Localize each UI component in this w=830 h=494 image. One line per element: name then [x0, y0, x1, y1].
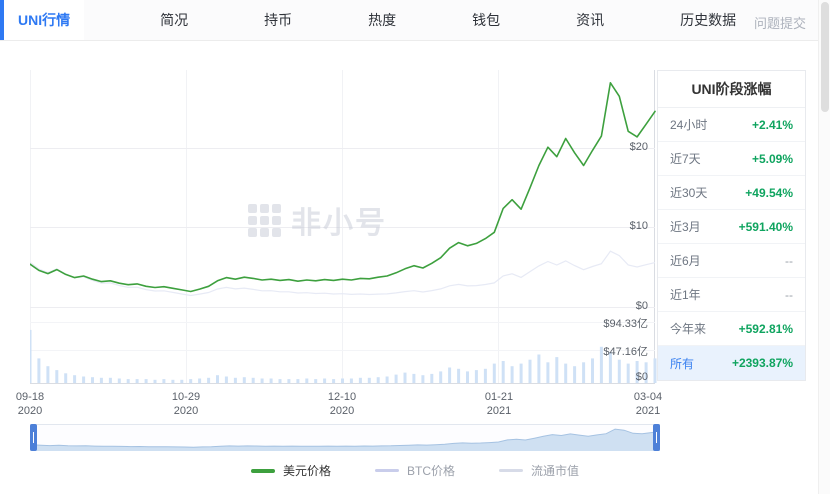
page-scrollbar[interactable] — [818, 0, 830, 494]
stage-row-ytd[interactable]: 今年来 +592.81% — [658, 312, 805, 346]
stage-label: 近7天 — [670, 152, 701, 166]
stage-row-all[interactable]: 所有 +2393.87% — [658, 346, 805, 380]
volume-axis-label-mid: $47.16亿 — [603, 346, 648, 358]
price-axis-label-20: $20 — [629, 141, 648, 153]
chart-legend: 美元价格 BTC价格 流通市值 — [0, 462, 830, 479]
navigator-line — [31, 428, 661, 448]
tab-holders[interactable]: 持币 — [264, 12, 293, 28]
navigator-minichart — [31, 428, 661, 451]
active-tab-accent-bar — [0, 0, 4, 40]
nav-tabs: UNI行情 简况 持币 热度 钱包 资讯 历史数据 — [4, 0, 736, 40]
stage-value: -- — [785, 253, 793, 268]
top-nav: UNI行情 简况 持币 热度 钱包 资讯 历史数据 问题提交 — [0, 0, 830, 41]
stage-value: +592.81% — [738, 321, 793, 336]
navigator-right-handle[interactable] — [653, 424, 660, 451]
navigator-area — [32, 429, 660, 451]
volume-axis-label-max: $94.33亿 — [603, 318, 648, 330]
stage-label: 近1年 — [670, 288, 701, 302]
stage-value: +2393.87% — [731, 356, 793, 370]
chart-gridlines — [30, 70, 655, 384]
btc-price-line-swatch — [374, 469, 399, 472]
legend-item-market-cap[interactable]: 流通市值 — [499, 462, 579, 479]
usd-price-line-swatch — [250, 468, 275, 473]
stage-label: 今年来 — [670, 322, 707, 336]
stage-change-title: UNI阶段涨幅 — [658, 71, 805, 108]
btc-price-line — [30, 250, 656, 297]
chart-range-navigator[interactable] — [30, 424, 661, 451]
stage-value: +2.41% — [751, 117, 793, 132]
stage-label: 24小时 — [670, 118, 708, 132]
tab-wallet[interactable]: 钱包 — [472, 12, 501, 28]
legend-item-btc-price[interactable]: BTC价格 — [374, 462, 455, 479]
x-tick: 12-10 2020 — [327, 391, 357, 417]
feedback-link[interactable]: 问题提交 — [753, 16, 806, 31]
tab-news[interactable]: 资讯 — [576, 12, 605, 28]
stage-row-3m[interactable]: 近3月 +591.40% — [658, 210, 805, 244]
stage-row-7d[interactable]: 近7天 +5.09% — [658, 142, 805, 176]
stage-row-6m[interactable]: 近6月 -- — [658, 244, 805, 278]
stage-value: +5.09% — [751, 151, 793, 166]
x-tick: 03-04 2021 — [633, 391, 663, 417]
legend-label: BTC价格 — [406, 464, 455, 478]
tab-heat[interactable]: 热度 — [368, 12, 397, 28]
volume-bars — [30, 329, 657, 383]
tab-history-data[interactable]: 历史数据 — [680, 12, 737, 28]
legend-label: 美元价格 — [282, 464, 331, 478]
usd-price-line — [30, 82, 656, 293]
stage-change-panel: UNI阶段涨幅 24小时 +2.41% 近7天 +5.09% 近30天 +49.… — [657, 70, 806, 381]
stage-value: +49.54% — [745, 185, 793, 200]
price-chart[interactable] — [30, 70, 660, 390]
price-axis-label-0: $0 — [635, 300, 648, 312]
scrollbar-thumb[interactable] — [821, 2, 829, 112]
navigator-left-handle[interactable] — [30, 424, 37, 451]
legend-label: 流通市值 — [531, 464, 580, 478]
legend-item-usd-price[interactable]: 美元价格 — [250, 462, 331, 479]
stage-label: 近3月 — [670, 220, 701, 234]
stage-row-1y[interactable]: 近1年 -- — [658, 278, 805, 312]
stage-row-30d[interactable]: 近30天 +49.54% — [658, 176, 805, 210]
x-tick: 10-29 2020 — [171, 391, 201, 417]
stage-value: +591.40% — [738, 219, 793, 234]
stage-label: 近6月 — [670, 254, 701, 268]
tab-overview[interactable]: 简况 — [160, 12, 189, 28]
market-cap-line-swatch — [499, 469, 523, 472]
price-axis-label-10: $10 — [629, 220, 648, 232]
stage-row-24h[interactable]: 24小时 +2.41% — [658, 108, 805, 142]
stage-label: 所有 — [670, 356, 695, 371]
tab-uni-market[interactable]: UNI行情 — [4, 0, 85, 40]
stage-label: 近30天 — [670, 186, 708, 200]
stage-value: -- — [785, 287, 793, 302]
x-tick: 09-18 2020 — [15, 391, 45, 417]
x-tick: 01-21 2021 — [484, 391, 514, 417]
volume-axis-label-0: $0 — [635, 371, 648, 383]
